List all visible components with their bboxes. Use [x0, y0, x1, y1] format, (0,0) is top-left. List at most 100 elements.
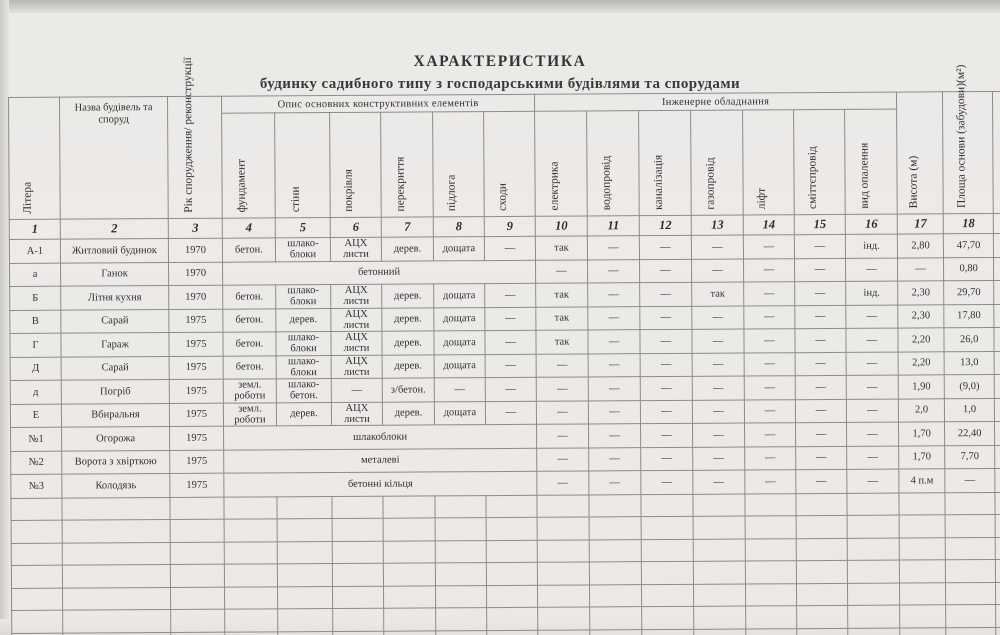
row-year: 1975: [169, 379, 224, 404]
row-merged-description: бетонний: [222, 259, 536, 286]
row-sewer-cell: —: [640, 423, 693, 448]
row-water-cell: —: [588, 376, 641, 401]
header-water: водопровід: [586, 110, 640, 216]
empty-cell: [434, 495, 487, 518]
row-cut-cell: [993, 256, 1000, 281]
row-foundation-cell: бетон.: [223, 355, 277, 380]
document-title-block: ХАРАКТЕРИСТИКА будинку садибного типу з …: [0, 52, 1000, 94]
empty-cell: [745, 605, 797, 629]
row-gas-cell: —: [692, 470, 745, 494]
row-lift-cell: —: [743, 328, 796, 353]
empty-cell: [745, 560, 797, 584]
row-name: Вбиральня: [61, 403, 170, 428]
empty-cell: [537, 539, 590, 563]
empty-cell: [945, 536, 996, 560]
empty-cell: [796, 627, 848, 635]
empty-cell: [10, 497, 63, 521]
row-area-cell: 47,70: [943, 233, 994, 258]
row-letter: Е: [10, 403, 62, 428]
empty-cell: [945, 581, 996, 605]
characteristics-table-wrapper: Літера Назва будівель та споруд Рік спор…: [8, 57, 1000, 635]
column-number-12: 12: [639, 215, 692, 236]
header-area: Площа основи (забудови)(м²): [942, 65, 994, 214]
header-foundation: фундамент: [221, 112, 276, 219]
row-stairs-cell: —: [485, 400, 537, 425]
row-height-cell: 1,70: [898, 421, 945, 446]
row-year: 1975: [168, 332, 224, 357]
row-foundation-cell: бетон.: [222, 237, 276, 262]
row-name: Сарай: [61, 356, 170, 381]
row-lift-cell: —: [743, 281, 795, 306]
empty-cell: [641, 516, 694, 540]
empty-cell: [331, 495, 384, 519]
empty-cell: [693, 516, 746, 539]
row-height-cell: 2,30: [897, 304, 945, 329]
empty-cell: [847, 582, 900, 606]
empty-cell: [170, 609, 225, 633]
row-water-cell: —: [587, 329, 641, 354]
row-roof-cell: АЦХ листи: [330, 237, 382, 262]
row-height-cell: 2,20: [898, 351, 945, 376]
row-electricity-cell: —: [536, 376, 589, 401]
row-merged-description: металеві: [223, 447, 537, 474]
header-heating: вид опалення: [844, 109, 898, 215]
header-sewer: каналізація: [638, 110, 692, 216]
row-water-cell: —: [588, 470, 641, 495]
row-letter: а: [9, 262, 61, 287]
row-heating-cell: —: [846, 351, 899, 376]
row-name: Огорожа: [61, 426, 170, 451]
column-number-5: 5: [275, 217, 331, 238]
row-cut-cell: [994, 397, 1000, 422]
row-lift-cell: —: [743, 234, 795, 259]
empty-cell: [995, 559, 1000, 582]
empty-cell: [796, 515, 848, 539]
column-number-18: 18: [943, 213, 994, 234]
row-electricity-cell: так: [535, 282, 588, 307]
empty-cell: [11, 610, 63, 633]
row-cut-cell: [993, 233, 1000, 257]
row-name: Ворота з хвірткою: [61, 450, 170, 475]
row-garbage-cell: —: [795, 351, 847, 376]
empty-cell: [796, 537, 848, 561]
header-garbage: сміттєпровід: [793, 109, 846, 215]
empty-cell: [435, 630, 487, 635]
empty-cell: [847, 515, 900, 538]
empty-cell: [796, 560, 848, 584]
row-sewer-cell: —: [640, 399, 693, 424]
empty-cell: [277, 608, 333, 632]
empty-cell: [62, 587, 171, 611]
empty-cell: [995, 491, 1000, 515]
empty-cell: [435, 540, 487, 563]
row-gas-cell: —: [692, 399, 745, 424]
empty-cell: [899, 537, 946, 561]
empty-cell: [589, 516, 642, 540]
empty-cell: [383, 562, 436, 586]
empty-cell: [383, 540, 436, 564]
row-water-cell: —: [587, 259, 640, 283]
column-number-1: 1: [9, 219, 61, 240]
row-sewer-cell: —: [639, 235, 692, 260]
empty-cell: [899, 582, 946, 606]
empty-cell: [899, 604, 946, 628]
row-roof-cell: АЦХ листи: [331, 401, 383, 426]
empty-cell: [435, 607, 487, 631]
row-lift-cell: —: [744, 422, 796, 447]
empty-cell: [382, 495, 436, 519]
row-garbage-cell: —: [794, 281, 846, 306]
row-area-cell: 17,80: [943, 303, 995, 328]
row-water-cell: —: [587, 235, 640, 260]
row-electricity-cell: так: [535, 306, 588, 331]
empty-cell: [224, 518, 278, 542]
row-sewer-cell: —: [639, 282, 692, 307]
column-number-7: 7: [381, 216, 434, 238]
empty-cell: [169, 496, 225, 520]
row-water-cell: —: [588, 423, 641, 448]
empty-cell: [537, 629, 590, 635]
row-garbage-cell: —: [794, 328, 847, 353]
row-sewer-cell: —: [639, 305, 692, 330]
row-letter: д: [10, 380, 62, 404]
row-gas-cell: —: [691, 235, 744, 259]
row-gas-cell: —: [692, 423, 745, 447]
row-roof-cell: —: [331, 378, 383, 403]
row-floor-cell: дощата: [433, 236, 485, 261]
